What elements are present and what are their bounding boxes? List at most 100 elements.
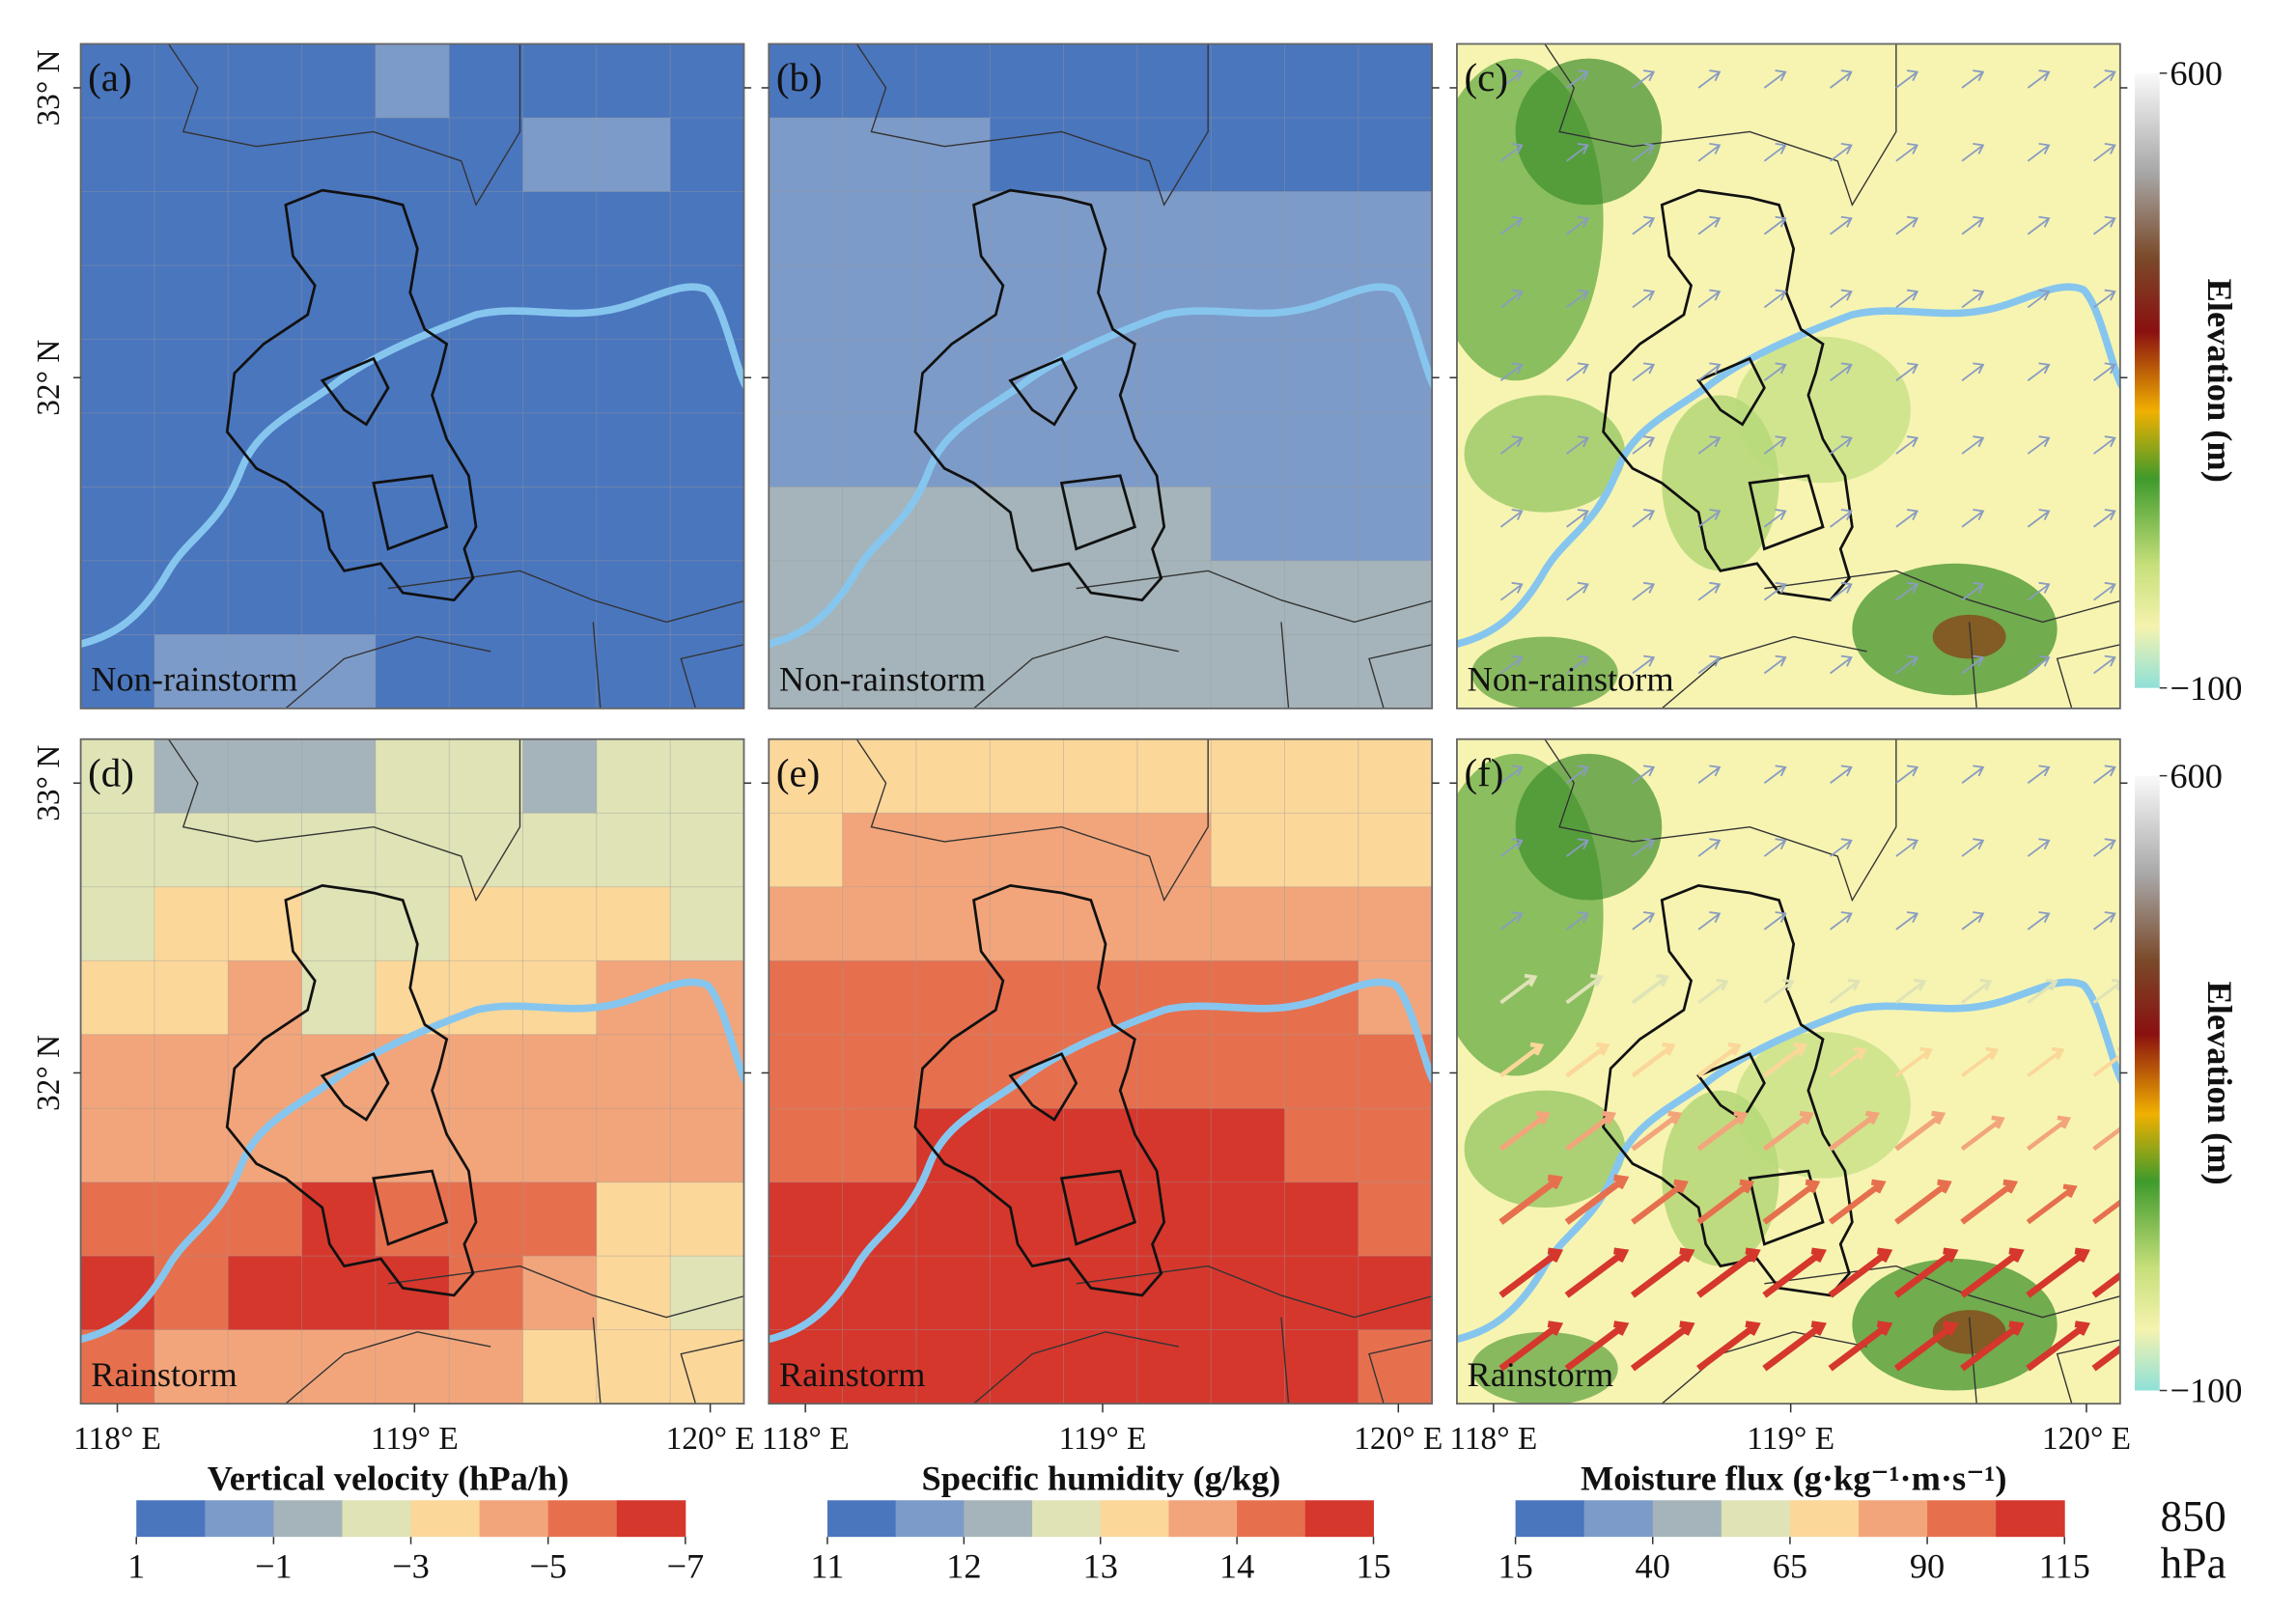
grid-cell xyxy=(1136,487,1212,562)
flux-arrow xyxy=(2093,838,2116,857)
flux-arrow xyxy=(1828,1247,1893,1298)
panel-frame xyxy=(1456,42,2121,709)
grid-cell xyxy=(1284,1329,1359,1404)
grid-cell xyxy=(228,1034,303,1109)
flux-arrow xyxy=(1499,509,1524,528)
flux-arrow xyxy=(1830,143,1853,162)
grid-cell xyxy=(1063,43,1138,119)
flux-arrow xyxy=(1961,838,1985,857)
flux-arrow xyxy=(1697,289,1722,309)
grid-cell xyxy=(449,117,524,193)
level-value: 850 xyxy=(2161,1491,2226,1541)
flux-arrow xyxy=(1762,1179,1821,1225)
flux-arrow xyxy=(1697,435,1722,455)
flux-arrow xyxy=(2093,435,2116,455)
grid-cell xyxy=(301,813,377,888)
colorbar-bin xyxy=(273,1500,343,1538)
elevation-tick-label: 600 xyxy=(2170,54,2223,93)
grid-cell xyxy=(154,339,229,414)
grid-cell xyxy=(522,813,598,888)
grid-cell xyxy=(769,1034,844,1109)
flux-arrow xyxy=(2026,1183,2078,1225)
flux-arrow xyxy=(1830,581,1853,601)
colorbar-bin xyxy=(1858,1500,1928,1538)
grid-cell xyxy=(375,1329,450,1404)
colorbar-tick-label: 115 xyxy=(2039,1547,2090,1586)
grid-cell xyxy=(228,487,303,562)
grid-cell xyxy=(990,487,1065,562)
flux-arrow xyxy=(1762,1321,1827,1372)
grid-cell xyxy=(301,560,377,636)
colorbar-bin xyxy=(1583,1500,1654,1538)
grid-cell xyxy=(1358,813,1433,888)
grid-cell xyxy=(769,487,844,562)
grid-cell xyxy=(375,412,450,488)
grid-cell xyxy=(670,1256,744,1331)
grid-cell xyxy=(990,1182,1065,1257)
flux-arrow xyxy=(1632,143,1656,162)
grid-cell xyxy=(1211,191,1286,266)
flux-arrow xyxy=(1895,215,1919,236)
lon-label: 119° E xyxy=(371,1421,459,1457)
flux-arrow xyxy=(1632,70,1656,89)
colorbar-bin xyxy=(1789,1500,1860,1538)
grid-cell xyxy=(449,264,524,341)
flux-arrow xyxy=(1763,581,1787,601)
flux-arrow xyxy=(1499,289,1524,309)
colorbar-bin xyxy=(1515,1500,1585,1538)
grid-cell xyxy=(842,117,917,193)
flux-arrow xyxy=(1631,1179,1689,1225)
flux-arrow xyxy=(1566,911,1589,931)
flux-arrow xyxy=(2027,289,2051,309)
flux-arrow xyxy=(1830,362,1853,381)
flux-arrow xyxy=(1960,1046,2000,1078)
panel-label: (b) xyxy=(776,56,823,99)
flux-arrow xyxy=(1499,581,1524,601)
grid-cell xyxy=(154,264,229,341)
flux-arrow xyxy=(1960,1115,2005,1152)
grid-cell xyxy=(80,43,155,119)
flux-arrow xyxy=(1566,143,1589,162)
colorbar-bin xyxy=(1927,1500,1997,1538)
flux-arrow xyxy=(2091,1271,2120,1298)
grid-cell xyxy=(1063,117,1138,193)
grid-cell xyxy=(154,1108,229,1183)
grid-cell xyxy=(1284,1256,1359,1331)
flux-arrow xyxy=(1632,362,1656,381)
flux-arrow xyxy=(1894,1046,1933,1078)
flux-arrow xyxy=(1566,654,1589,675)
flux-arrow xyxy=(1630,1247,1695,1298)
grid-cell xyxy=(769,738,844,814)
flux-arrow xyxy=(1632,289,1656,309)
flux-arrow xyxy=(1961,143,1985,162)
flux-arrow xyxy=(1566,581,1589,601)
grid-cell xyxy=(154,960,229,1036)
grid-cell xyxy=(596,191,671,266)
panel-label: (e) xyxy=(776,751,820,794)
flux-arrow xyxy=(2092,1046,2120,1078)
grid-cell xyxy=(1358,1108,1433,1183)
grid-cell xyxy=(449,191,524,266)
flux-arrow xyxy=(1499,1042,1545,1078)
grid-cell xyxy=(301,1108,377,1183)
grid-cell xyxy=(670,886,744,961)
grid-cell xyxy=(1284,191,1359,266)
level-unit: hPa xyxy=(2161,1539,2226,1588)
flux-arrow xyxy=(1762,1110,1814,1152)
grid-cell xyxy=(1063,1329,1138,1404)
grid-cell xyxy=(522,117,598,193)
grid-cell xyxy=(1284,412,1359,488)
flux-arrow xyxy=(1697,581,1722,601)
flux-arrow xyxy=(1499,362,1524,381)
grid-cell xyxy=(80,412,155,488)
grid-cell xyxy=(990,117,1065,193)
grid-cell xyxy=(449,487,524,562)
flux-arrow xyxy=(1960,1321,2025,1372)
grid-cell xyxy=(301,117,377,193)
flux-arrow xyxy=(1893,1321,1959,1372)
grid-cell xyxy=(915,117,991,193)
grid-cell xyxy=(1211,813,1286,888)
flux-arrow xyxy=(2027,143,2051,162)
flux-arrow xyxy=(1894,1110,1946,1152)
grid-cell xyxy=(670,191,744,266)
